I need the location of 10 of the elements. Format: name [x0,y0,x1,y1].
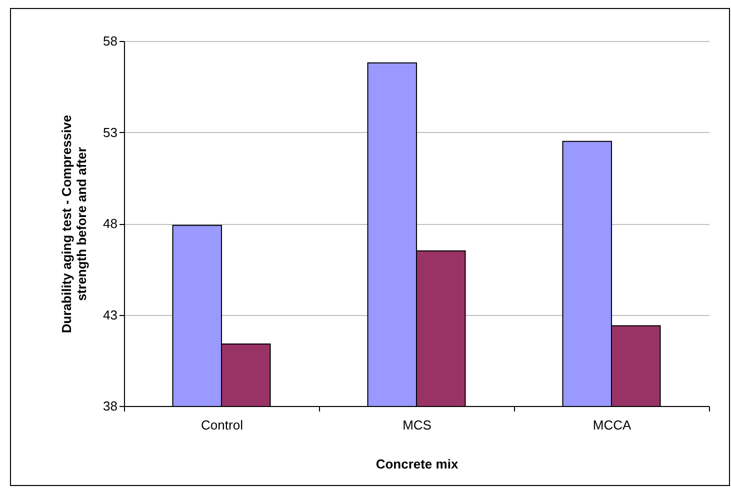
x-tick-label: MCS [402,418,432,432]
y-tick-label: 38 [103,398,118,414]
x-axis-title: Concrete mix [376,456,459,472]
y-tick-label: 53 [103,124,118,140]
y-tick-label: 48 [103,216,118,231]
y-tick-label: 58 [103,34,118,48]
y-axis-title: Durability aging test - Compressive strength before and after [59,114,90,334]
x-tick-label: Control [201,418,244,432]
x-tick-label: MCCA [592,418,632,432]
y-tick-label: 43 [103,307,118,322]
